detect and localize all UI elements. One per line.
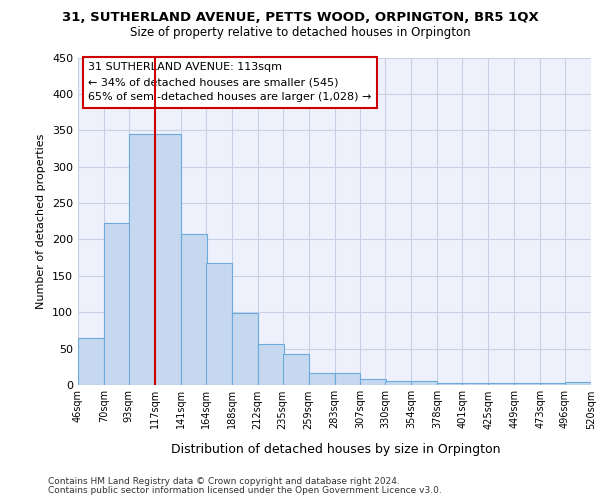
Bar bbox=[335, 374, 361, 385]
Y-axis label: Number of detached properties: Number of detached properties bbox=[37, 134, 46, 309]
Text: Contains HM Land Registry data © Crown copyright and database right 2024.: Contains HM Land Registry data © Crown c… bbox=[48, 477, 400, 486]
Bar bbox=[361, 379, 386, 385]
Text: Contains public sector information licensed under the Open Government Licence v3: Contains public sector information licen… bbox=[48, 486, 442, 495]
Bar bbox=[129, 134, 155, 385]
Bar bbox=[412, 382, 437, 385]
Text: 31, SUTHERLAND AVENUE, PETTS WOOD, ORPINGTON, BR5 1QX: 31, SUTHERLAND AVENUE, PETTS WOOD, ORPIN… bbox=[62, 11, 538, 24]
Bar bbox=[540, 383, 566, 385]
Bar bbox=[437, 383, 463, 385]
Bar bbox=[257, 344, 284, 385]
Text: Distribution of detached houses by size in Orpington: Distribution of detached houses by size … bbox=[171, 442, 501, 456]
Bar bbox=[565, 382, 591, 385]
Bar bbox=[232, 313, 257, 385]
Bar bbox=[104, 224, 130, 385]
Text: 31 SUTHERLAND AVENUE: 113sqm
← 34% of detached houses are smaller (545)
65% of s: 31 SUTHERLAND AVENUE: 113sqm ← 34% of de… bbox=[88, 62, 371, 102]
Bar bbox=[462, 383, 488, 385]
Bar bbox=[181, 234, 207, 385]
Bar bbox=[206, 262, 232, 385]
Bar bbox=[514, 383, 540, 385]
Bar bbox=[488, 383, 514, 385]
Bar bbox=[155, 134, 181, 385]
Bar bbox=[308, 374, 335, 385]
Bar bbox=[283, 354, 308, 385]
Bar bbox=[385, 382, 412, 385]
Bar bbox=[78, 338, 104, 385]
Text: Size of property relative to detached houses in Orpington: Size of property relative to detached ho… bbox=[130, 26, 470, 39]
